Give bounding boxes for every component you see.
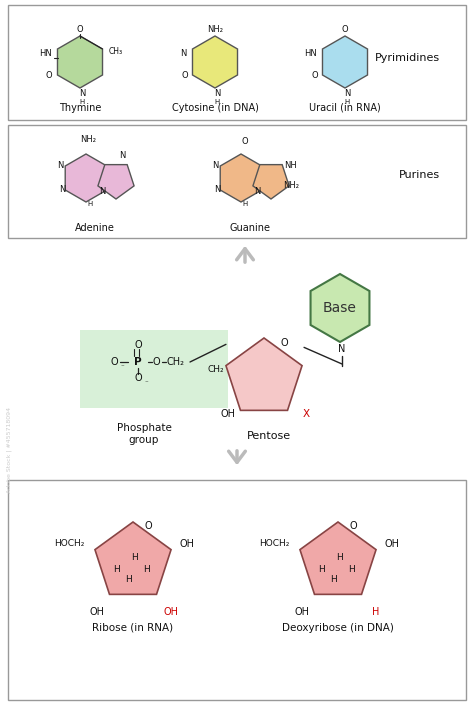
Text: Adobe Stock | #455718094: Adobe Stock | #455718094 [6,407,12,493]
Text: O: O [134,373,142,383]
Text: N: N [99,187,105,197]
Text: Ribose (in RNA): Ribose (in RNA) [92,623,173,633]
Text: Pentose: Pentose [247,431,291,441]
Text: H: H [132,552,138,562]
Text: NH₂: NH₂ [80,136,96,145]
Text: NH: NH [284,161,297,170]
Polygon shape [65,154,107,202]
Text: O: O [152,357,160,367]
Text: O: O [242,138,248,146]
Text: P: P [134,357,142,367]
Text: N: N [57,161,63,170]
Text: CH₂: CH₂ [167,357,185,367]
Polygon shape [220,154,262,202]
Text: O: O [144,521,152,531]
FancyArrowPatch shape [237,248,253,262]
Text: Guanine: Guanine [229,223,271,233]
Text: H: H [214,99,219,105]
Text: HOCH₂: HOCH₂ [259,540,289,549]
Text: H: H [126,576,132,584]
Text: N: N [180,48,186,58]
Text: ⁻: ⁻ [120,364,124,370]
Text: Adenine: Adenine [75,223,115,233]
Text: OH: OH [294,607,310,617]
Bar [8,125,466,238]
Text: O: O [312,70,319,80]
Text: O: O [280,338,288,348]
Polygon shape [253,165,289,199]
Text: H: H [79,99,85,105]
Text: Uracil (in RNA): Uracil (in RNA) [309,103,381,113]
Text: group: group [129,435,159,445]
Text: HOCH₂: HOCH₂ [54,540,84,549]
Text: H: H [114,565,120,574]
Polygon shape [57,36,102,88]
Text: X: X [302,409,310,419]
Text: H: H [337,552,343,562]
Text: N: N [344,89,350,99]
Text: O: O [110,357,118,367]
Polygon shape [300,522,376,594]
Text: ⁻: ⁻ [144,380,148,386]
Polygon shape [322,36,367,88]
Text: O: O [46,70,52,80]
Text: N: N [338,344,346,354]
Text: Phosphate: Phosphate [117,423,172,433]
Text: O: O [182,70,188,80]
Text: N: N [212,161,218,170]
Text: Thymine: Thymine [59,103,101,113]
Text: Pyrimidines: Pyrimidines [375,53,440,63]
Text: HN: HN [40,50,52,58]
Polygon shape [192,36,237,88]
Text: NH₂: NH₂ [207,25,223,33]
Text: CH₂: CH₂ [208,366,224,374]
Text: H: H [242,201,247,207]
Text: H: H [372,607,380,617]
Text: OH: OH [180,539,194,549]
Text: N: N [59,185,65,195]
Text: OH: OH [220,409,236,419]
Text: O: O [342,25,348,33]
Bar [8,480,466,700]
Text: N: N [254,187,260,197]
Text: N: N [119,151,125,160]
Text: CH₃: CH₃ [109,46,123,55]
Text: OH: OH [164,607,179,617]
Text: H: H [345,99,350,105]
Text: NH₂: NH₂ [283,182,299,190]
FancyArrowPatch shape [228,451,246,462]
Text: Purines: Purines [399,170,440,180]
Polygon shape [310,274,369,342]
Polygon shape [226,338,302,410]
Text: O: O [77,26,83,35]
Text: Deoxyribose (in DNA): Deoxyribose (in DNA) [282,623,394,633]
Bar [8,5,466,120]
Text: OH: OH [384,539,400,549]
Text: H: H [87,201,92,207]
Polygon shape [95,522,171,594]
Text: N: N [214,89,220,99]
Text: N: N [79,89,85,99]
Text: Cytosine (in DNA): Cytosine (in DNA) [172,103,258,113]
Text: Base: Base [323,301,357,315]
Text: HN: HN [305,48,318,58]
Text: O: O [349,521,357,531]
Text: N: N [214,185,220,195]
Text: OH: OH [90,607,104,617]
Text: H: H [348,565,356,574]
Polygon shape [98,165,134,199]
Text: O: O [134,340,142,350]
FancyBboxPatch shape [80,330,228,408]
Text: H: H [144,565,150,574]
Text: H: H [331,576,337,584]
Text: H: H [319,565,325,574]
